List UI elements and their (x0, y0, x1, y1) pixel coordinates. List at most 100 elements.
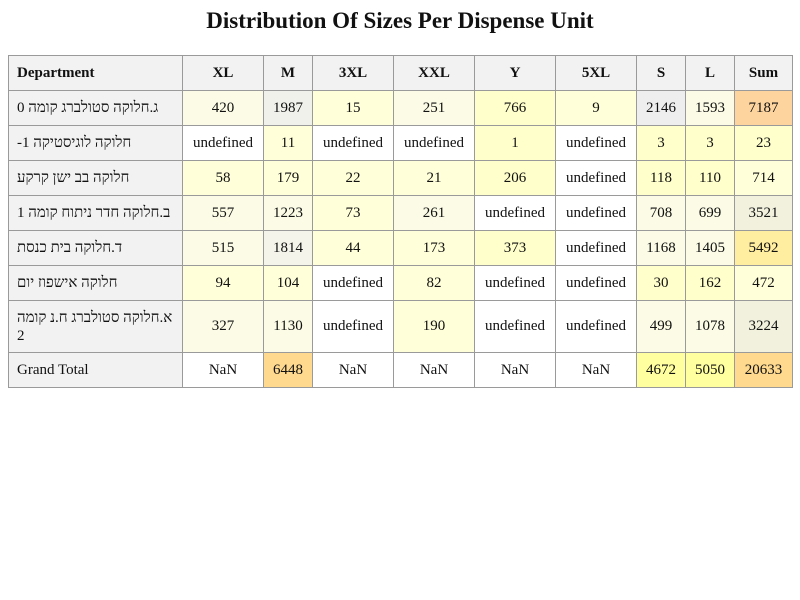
value-cell: 3 (685, 125, 735, 161)
column-header: Sum (734, 55, 793, 91)
value-cell: 3 (636, 125, 686, 161)
value-cell: 162 (685, 265, 735, 301)
value-cell: NaN (393, 352, 475, 388)
value-cell: 190 (393, 300, 475, 353)
page-title: Distribution Of Sizes Per Dispense Unit (206, 8, 594, 33)
value-cell: 206 (474, 160, 556, 196)
table-row: ב.חלוקה חדר ניתוח קומה 1 557 1223 73 261 unde… (8, 195, 793, 231)
column-header: Department (8, 55, 183, 91)
value-cell: 179 (263, 160, 313, 196)
value-cell: 22 (312, 160, 394, 196)
value-cell: 1987 (263, 90, 313, 126)
value-cell: NaN (474, 352, 556, 388)
column-header: 3XL (312, 55, 394, 91)
value-cell: 261 (393, 195, 475, 231)
value-cell: NaN (182, 352, 264, 388)
value-cell: 327 (182, 300, 264, 353)
value-cell: 766 (474, 90, 556, 126)
value-cell: 1814 (263, 230, 313, 266)
value-cell: 21 (393, 160, 475, 196)
column-header: XXL (393, 55, 475, 91)
value-cell: 373 (474, 230, 556, 266)
value-cell: undefined (555, 160, 637, 196)
value-cell: 472 (734, 265, 793, 301)
value-cell: 5050 (685, 352, 735, 388)
value-cell: undefined (474, 300, 556, 353)
column-header: 5XL (555, 55, 637, 91)
value-cell: 3521 (734, 195, 793, 231)
value-cell: 1 (474, 125, 556, 161)
value-cell: undefined (474, 195, 556, 231)
value-cell: 58 (182, 160, 264, 196)
table-body: ג.חלוקה סטולברג קומה 0 420 1987 15 251 766 9 21… (8, 90, 793, 388)
table-row: ג.חלוקה סטולברג קומה 0 420 1987 15 251 766 9 21… (8, 90, 793, 126)
value-cell: NaN (312, 352, 394, 388)
department-cell: -חלוקה לוגיסטיקה 1 (8, 125, 183, 161)
value-cell: undefined (555, 265, 637, 301)
value-cell: 104 (263, 265, 313, 301)
value-cell: 708 (636, 195, 686, 231)
value-cell: 7187 (734, 90, 793, 126)
value-cell: 23 (734, 125, 793, 161)
value-cell: 2146 (636, 90, 686, 126)
value-cell: undefined (312, 265, 394, 301)
value-cell: 1593 (685, 90, 735, 126)
value-cell: 515 (182, 230, 264, 266)
column-header: XL (182, 55, 264, 91)
sizes-table: Department XL M 3XL XXL Y 5XL S L Sum ג.… (8, 55, 793, 388)
value-cell: 557 (182, 195, 264, 231)
table-row: חלוקה בב ישן קרקע 58 179 22 21 206 undefined 11… (8, 160, 793, 196)
department-cell: א.חלוקה סטולברג ח.נ קומה 2 (8, 300, 183, 353)
value-cell: undefined (555, 125, 637, 161)
column-header: Y (474, 55, 556, 91)
value-cell: 1168 (636, 230, 686, 266)
grand-total-row: Grand Total NaN 6448 NaN NaN NaN NaN 4672 5050 20… (8, 352, 793, 388)
value-cell: 4672 (636, 352, 686, 388)
value-cell: undefined (393, 125, 475, 161)
department-cell: חלוקה אישפוז יום (8, 265, 183, 301)
value-cell: 30 (636, 265, 686, 301)
value-cell: undefined (182, 125, 264, 161)
value-cell: 9 (555, 90, 637, 126)
table-header-row: Department XL M 3XL XXL Y 5XL S L Sum (8, 55, 793, 91)
value-cell: 251 (393, 90, 475, 126)
table-row: א.חלוקה סטולברג ח.נ קומה 2 327 1130 undefin… (8, 300, 793, 353)
value-cell: undefined (312, 125, 394, 161)
value-cell: undefined (474, 265, 556, 301)
value-cell: 1130 (263, 300, 313, 353)
value-cell: 3224 (734, 300, 793, 353)
value-cell: 1405 (685, 230, 735, 266)
value-cell: 73 (312, 195, 394, 231)
department-cell: ד.חלוקה בית כנסת (8, 230, 183, 266)
value-cell: 6448 (263, 352, 313, 388)
value-cell: NaN (555, 352, 637, 388)
table-row: -חלוקה לוגיסטיקה 1 undefined 11 undefined un… (8, 125, 793, 161)
value-cell: 5492 (734, 230, 793, 266)
value-cell: 699 (685, 195, 735, 231)
value-cell: undefined (312, 300, 394, 353)
column-header: L (685, 55, 735, 91)
value-cell: 20633 (734, 352, 793, 388)
value-cell: 173 (393, 230, 475, 266)
value-cell: 420 (182, 90, 264, 126)
value-cell: 1078 (685, 300, 735, 353)
department-cell: ג.חלוקה סטולברג קומה 0 (8, 90, 183, 126)
table-row: ד.חלוקה בית כנסת 515 1814 44 173 373 undefined… (8, 230, 793, 266)
value-cell: 118 (636, 160, 686, 196)
department-cell: חלוקה בב ישן קרקע (8, 160, 183, 196)
table-row: חלוקה אישפוז יום 94 104 undefined 82 undefine… (8, 265, 793, 301)
value-cell: 499 (636, 300, 686, 353)
value-cell: 82 (393, 265, 475, 301)
value-cell: undefined (555, 300, 637, 353)
column-header: M (263, 55, 313, 91)
value-cell: undefined (555, 195, 637, 231)
value-cell: 110 (685, 160, 735, 196)
grand-total-label: Grand Total (8, 352, 183, 388)
value-cell: 94 (182, 265, 264, 301)
value-cell: 1223 (263, 195, 313, 231)
value-cell: 714 (734, 160, 793, 196)
value-cell: undefined (555, 230, 637, 266)
value-cell: 15 (312, 90, 394, 126)
column-header: S (636, 55, 686, 91)
value-cell: 44 (312, 230, 394, 266)
